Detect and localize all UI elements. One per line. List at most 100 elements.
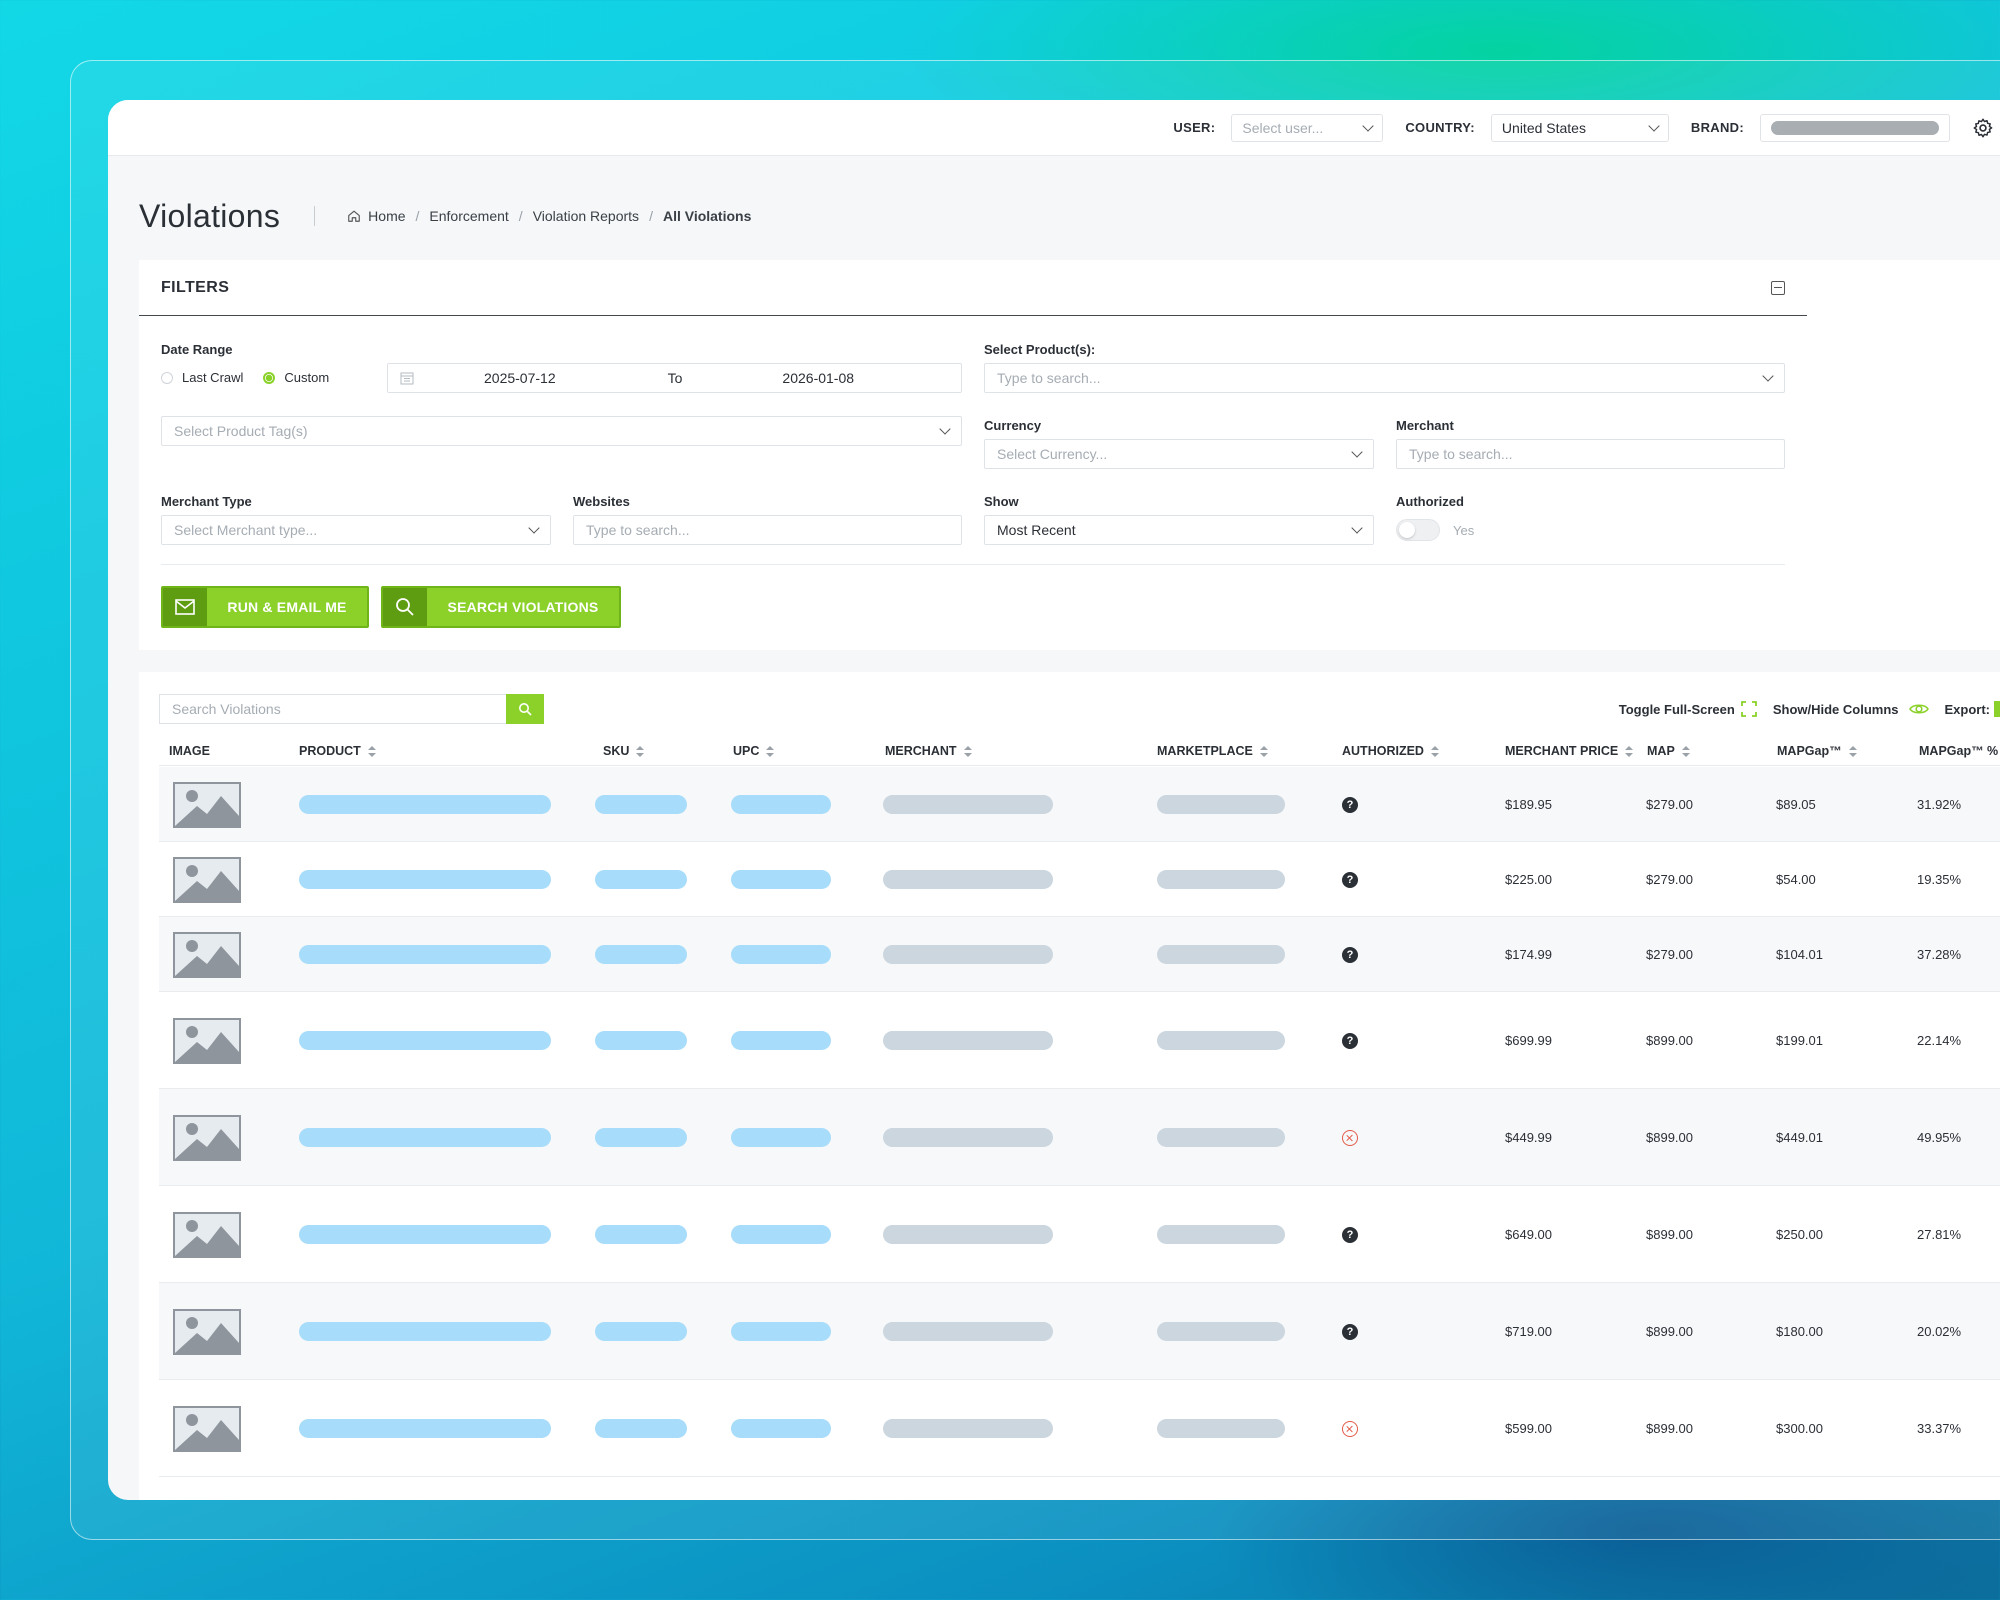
merchant-redacted bbox=[883, 1128, 1053, 1147]
last-crawl-radio[interactable] bbox=[161, 371, 173, 384]
image-placeholder-icon[interactable] bbox=[173, 781, 241, 828]
col-product[interactable]: PRODUCT bbox=[299, 744, 376, 758]
country-label: COUNTRY: bbox=[1405, 120, 1475, 135]
merchant-type-select[interactable]: Select Merchant type... bbox=[161, 515, 551, 545]
breadcrumb-violation-reports[interactable]: Violation Reports bbox=[532, 208, 640, 224]
authorized-toggle[interactable] bbox=[1396, 519, 1440, 541]
products-label: Select Product(s): bbox=[984, 342, 1096, 357]
col-marketplace[interactable]: MARKETPLACE bbox=[1157, 744, 1268, 758]
breadcrumb-enforcement[interactable]: Enforcement bbox=[429, 208, 509, 224]
merchant-input[interactable]: Type to search... bbox=[1396, 439, 1785, 469]
col-sku[interactable]: SKU bbox=[603, 744, 645, 758]
mapgap-cell: $180.00 bbox=[1776, 1323, 1823, 1339]
sort-icon[interactable] bbox=[1625, 745, 1634, 757]
export-icon[interactable] bbox=[1994, 701, 2000, 717]
product-name-redacted[interactable] bbox=[299, 945, 551, 964]
merchant-price-cell: $449.99 bbox=[1505, 1129, 1552, 1145]
user-select[interactable]: Select user... bbox=[1231, 113, 1384, 142]
marketplace-redacted bbox=[1157, 1225, 1285, 1244]
table-row[interactable]: $449.99 $899.00 $449.01 49.95% bbox=[159, 1089, 2000, 1186]
table-row[interactable]: ? $174.99 $279.00 $104.01 37.28% bbox=[159, 917, 2000, 992]
fullscreen-icon[interactable] bbox=[1740, 701, 1757, 717]
unauthorized-x-icon bbox=[1342, 1420, 1358, 1437]
marketplace-redacted bbox=[1157, 1419, 1285, 1438]
sku-redacted bbox=[595, 1322, 687, 1341]
col-mapgap[interactable]: MAPGap™ bbox=[1777, 744, 1857, 758]
mapgap-pct-cell: 31.92% bbox=[1917, 796, 1962, 812]
sku-redacted bbox=[595, 870, 687, 889]
currency-select[interactable]: Select Currency... bbox=[984, 439, 1374, 469]
image-placeholder-icon[interactable] bbox=[173, 1308, 241, 1355]
question-mark-icon: ? bbox=[1342, 796, 1358, 813]
custom-radio[interactable] bbox=[263, 371, 276, 384]
date-to-value: 2026-01-08 bbox=[782, 370, 855, 386]
table-row[interactable]: ? $699.99 $899.00 $199.01 22.14% bbox=[159, 992, 2000, 1089]
product-name-redacted[interactable] bbox=[299, 1031, 551, 1050]
product-name-redacted[interactable] bbox=[299, 870, 551, 889]
product-name-redacted[interactable] bbox=[299, 1322, 551, 1341]
show-select[interactable]: Most Recent bbox=[984, 515, 1374, 545]
col-upc[interactable]: UPC bbox=[733, 744, 775, 758]
question-mark-icon: ? bbox=[1342, 871, 1358, 888]
merchant-label: Merchant bbox=[1396, 418, 1454, 433]
sort-icon[interactable] bbox=[367, 745, 376, 757]
merchant-redacted bbox=[883, 870, 1053, 889]
table-row[interactable]: $599.00 $899.00 $300.00 33.37% bbox=[159, 1380, 2000, 1477]
sort-icon[interactable] bbox=[1259, 745, 1268, 757]
chevron-down-icon bbox=[1362, 119, 1375, 132]
collapse-icon[interactable] bbox=[1771, 280, 1785, 295]
sort-icon[interactable] bbox=[636, 745, 645, 757]
date-range-input[interactable]: 2025-07-12 To 2026-01-08 bbox=[387, 363, 962, 393]
table-search-button[interactable] bbox=[506, 694, 544, 724]
col-merchant-price[interactable]: MERCHANT PRICE bbox=[1505, 744, 1634, 758]
sort-icon[interactable] bbox=[1681, 745, 1690, 757]
websites-input[interactable]: Type to search... bbox=[573, 515, 962, 545]
top-bar: USER: Select user... COUNTRY: United Sta… bbox=[108, 100, 2000, 156]
search-icon bbox=[383, 588, 427, 626]
table-row[interactable]: ? $189.95 $279.00 $89.05 31.92% bbox=[159, 767, 2000, 842]
image-placeholder-icon[interactable] bbox=[173, 1405, 241, 1452]
sku-redacted bbox=[595, 795, 687, 814]
image-placeholder-icon[interactable] bbox=[173, 1211, 241, 1258]
brand-label: BRAND: bbox=[1690, 120, 1744, 135]
run-email-button[interactable]: RUN & EMAIL ME bbox=[161, 586, 369, 628]
image-placeholder-icon[interactable] bbox=[173, 856, 241, 903]
product-name-redacted[interactable] bbox=[299, 1225, 551, 1244]
col-authorized[interactable]: AUTHORIZED bbox=[1342, 744, 1439, 758]
sort-icon[interactable] bbox=[963, 745, 972, 757]
table-row[interactable]: ? $225.00 $279.00 $54.00 19.35% bbox=[159, 842, 2000, 917]
toggle-fullscreen-label[interactable]: Toggle Full-Screen bbox=[1618, 701, 1735, 717]
country-select[interactable]: United States bbox=[1490, 113, 1669, 142]
eye-icon[interactable] bbox=[1908, 701, 1929, 717]
upc-redacted bbox=[731, 1322, 831, 1341]
image-placeholder-icon[interactable] bbox=[173, 1114, 241, 1161]
product-name-redacted[interactable] bbox=[299, 795, 551, 814]
last-crawl-label: Last Crawl bbox=[182, 370, 244, 385]
product-name-redacted[interactable] bbox=[299, 1128, 551, 1147]
image-placeholder-icon[interactable] bbox=[173, 1017, 241, 1064]
products-select[interactable]: Type to search... bbox=[984, 363, 1785, 393]
sort-icon[interactable] bbox=[766, 745, 775, 757]
sort-icon[interactable] bbox=[1430, 745, 1439, 757]
search-violations-button[interactable]: SEARCH VIOLATIONS bbox=[381, 586, 621, 628]
table-search-input[interactable]: Search Violations bbox=[159, 694, 509, 724]
search-icon bbox=[519, 703, 532, 716]
image-placeholder-icon[interactable] bbox=[173, 931, 241, 978]
product-tags-placeholder: Select Product Tag(s) bbox=[174, 423, 308, 439]
breadcrumb-home[interactable]: Home bbox=[368, 208, 406, 224]
gear-icon[interactable] bbox=[1972, 117, 1994, 139]
calendar-icon bbox=[400, 372, 414, 385]
col-map[interactable]: MAP bbox=[1647, 744, 1690, 758]
websites-label: Websites bbox=[573, 494, 630, 509]
table-row[interactable]: ? $649.00 $899.00 $250.00 27.81% bbox=[159, 1186, 2000, 1283]
table-row[interactable]: ? $719.00 $899.00 $180.00 20.02% bbox=[159, 1283, 2000, 1380]
mapgap-cell: $104.01 bbox=[1776, 946, 1823, 962]
product-name-redacted[interactable] bbox=[299, 1419, 551, 1438]
sort-icon[interactable] bbox=[1848, 745, 1857, 757]
brand-select[interactable] bbox=[1760, 113, 1950, 142]
merchant-redacted bbox=[883, 1031, 1053, 1050]
product-tags-select[interactable]: Select Product Tag(s) bbox=[161, 416, 962, 446]
show-hide-columns-label[interactable]: Show/Hide Columns bbox=[1772, 701, 1899, 717]
col-merchant[interactable]: MERCHANT bbox=[885, 744, 972, 758]
col-mapgap-pct[interactable]: MAPGap™ % bbox=[1919, 744, 1999, 758]
